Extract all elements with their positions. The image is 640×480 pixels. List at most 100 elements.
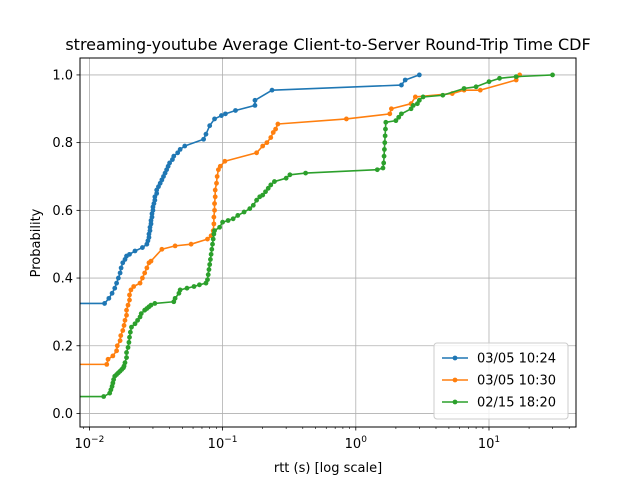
data-point [146,235,152,240]
data-point [269,87,275,93]
data-point [235,213,241,218]
data-point [272,179,277,184]
legend-box [433,342,569,420]
data-point [144,265,150,271]
data-point [203,131,209,137]
data-point [182,143,188,149]
data-point [147,228,153,234]
data-point [175,150,181,156]
data-point [473,84,479,90]
data-point [513,74,519,80]
data-point [120,260,126,266]
data-point [252,102,258,108]
data-point [374,167,380,173]
data-point [207,262,213,267]
data-point [135,317,140,323]
data-point [106,295,112,301]
data-point [152,197,158,203]
data-point [124,350,129,355]
data-point [265,185,271,191]
data-point [270,130,276,135]
legend-swatch-marker [452,355,458,361]
data-point [210,236,216,242]
legend-item: 03/05 10:30 [442,374,556,389]
data-point [287,172,293,178]
chart-title: streaming-youtube Average Client-to-Serv… [65,35,590,54]
data-point [197,282,202,288]
data-point [110,353,116,359]
data-point [268,135,274,140]
data-point [381,160,387,166]
data-point [212,201,217,206]
data-point [142,270,148,276]
data-point [382,140,388,146]
data-point [127,329,133,335]
data-point [252,97,258,103]
data-point [396,114,402,120]
data-point [127,297,132,303]
data-point [122,360,128,366]
data-point [154,191,160,196]
data-point [212,228,217,234]
data-point [461,86,467,91]
data-point [250,202,256,208]
data-point [212,194,218,200]
data-point [209,246,215,252]
data-point [273,126,279,132]
data-point [393,118,399,124]
data-point [105,356,111,362]
x-tick-label: 101 [478,435,500,452]
data-point [191,284,197,289]
data-point [303,170,309,176]
data-point [205,272,211,278]
data-point [230,216,236,222]
data-point [225,218,231,223]
data-point [217,224,223,230]
y-tick-label: 0.4 [52,272,73,287]
data-point [104,361,110,367]
data-point [150,207,156,213]
data-point [497,75,502,81]
data-point [128,287,134,293]
x-tick-label: 10−2 [74,435,104,452]
data-point [275,121,281,127]
grid-lines [80,58,576,427]
data-point [219,113,224,118]
data-point [117,338,123,344]
data-point [132,248,138,254]
data-point [380,165,386,171]
data-point [210,241,215,247]
data-point [254,150,260,156]
data-point [148,221,154,227]
legend: 03/05 10:24 03/05 10:30 02/15 18:20 [433,342,569,420]
data-point [171,153,177,159]
data-point [410,102,416,108]
data-point [127,251,132,257]
data-point [263,189,268,195]
series-3 [80,72,555,399]
data-point [167,160,172,166]
legend-item: 02/15 18:20 [442,396,556,411]
data-point [212,207,217,213]
data-point [260,192,266,198]
data-point [387,111,393,117]
data-point [114,343,120,349]
data-point [137,280,143,286]
data-point [159,246,165,252]
data-point [211,221,217,227]
x-tick-label: 10−1 [208,435,238,452]
data-point [207,123,213,129]
data-point [208,257,213,262]
plot-frame [79,57,577,428]
series-layer [80,72,555,399]
data-point [383,126,388,132]
data-point [343,116,349,122]
data-point [124,312,129,318]
data-point [383,119,389,125]
legend-label: 02/15 18:20 [477,396,556,411]
data-point [126,339,132,345]
data-point [172,243,178,249]
data-point [477,87,483,93]
data-point [177,287,183,293]
data-point [241,209,247,215]
